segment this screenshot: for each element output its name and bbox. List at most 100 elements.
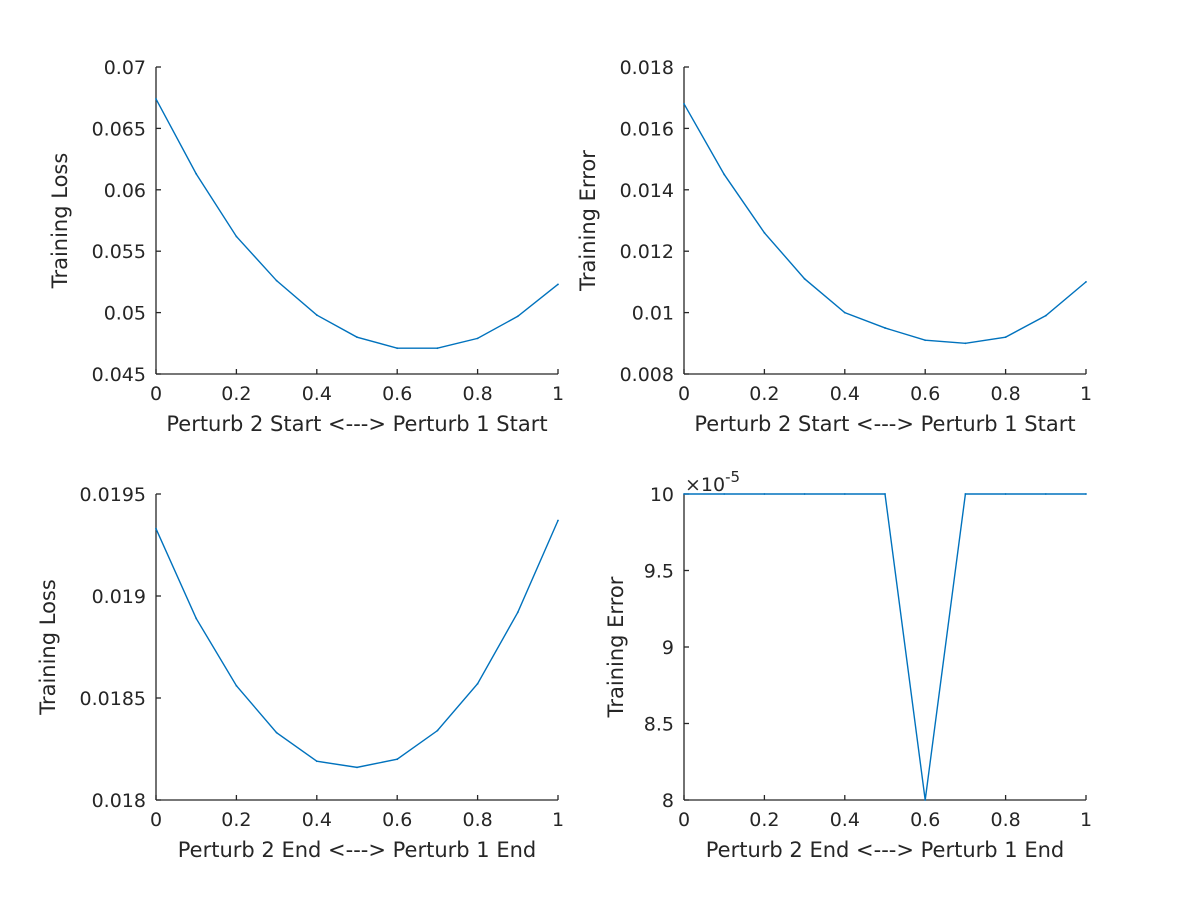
data-point <box>436 347 439 350</box>
data-point <box>396 347 399 350</box>
data-point <box>924 339 927 342</box>
x-axis-label: Perturb 2 End <---> Perturb 1 End <box>706 838 1064 862</box>
y-axis-label: Training Error <box>576 150 600 292</box>
x-tick-label: 0.2 <box>221 809 251 831</box>
y-tick-label: 0.016 <box>620 118 674 140</box>
x-tick-label: 0.4 <box>830 383 860 405</box>
x-tick-label: 0.6 <box>910 809 940 831</box>
data-point <box>763 493 766 495</box>
y-tick-label: 10 <box>650 484 674 506</box>
data-point <box>1085 493 1087 495</box>
data-point <box>476 337 479 340</box>
subplot-1: 0 0.2 0.4 0.6 0.8 1 0.045 0.05 0.055 0.06 0.065 0.0… <box>48 57 564 436</box>
data-point <box>1044 493 1047 495</box>
y-exponent-label: ×10-5 <box>685 468 740 496</box>
x-tick-label: 0.8 <box>990 809 1020 831</box>
data-point <box>396 758 399 761</box>
x-axis-label: Perturb 2 End <---> Perturb 1 End <box>178 838 536 862</box>
x-tick-label: 0.6 <box>382 383 412 405</box>
y-tick-label: 0.065 <box>92 118 146 140</box>
data-point <box>843 311 846 314</box>
data-point <box>803 493 806 495</box>
data-point <box>924 799 927 801</box>
x-tick-label: 0.8 <box>462 383 492 405</box>
x-tick-label: 0.8 <box>990 383 1020 405</box>
data-point <box>195 617 198 620</box>
x-tick-label: 0.2 <box>749 383 779 405</box>
data-point <box>964 342 967 345</box>
y-tick-label: 8.5 <box>644 714 674 736</box>
data-point <box>884 493 886 495</box>
x-tick-label: 0.6 <box>382 809 412 831</box>
x-tick-label: 1 <box>1080 383 1092 405</box>
x-tick-label: 0 <box>678 809 690 831</box>
data-point <box>884 327 886 329</box>
data-point <box>723 493 726 495</box>
y-tick-label: 0.0195 <box>80 484 146 506</box>
data-point <box>195 172 198 175</box>
y-tick-label: 0.018 <box>92 790 146 812</box>
data-point <box>557 519 559 522</box>
x-tick-label: 0.4 <box>302 383 332 405</box>
x-axis-label: Perturb 2 Start <---> Perturb 1 Start <box>694 412 1075 436</box>
x-tick-label: 0.2 <box>221 383 251 405</box>
x-tick-label: 1 <box>552 383 564 405</box>
x-tick-label: 0.4 <box>302 809 332 831</box>
y-tick-label: 0.045 <box>92 364 146 386</box>
data-point <box>723 173 726 176</box>
y-tick-label: 0.014 <box>620 180 674 202</box>
x-tick-label: 0 <box>678 383 690 405</box>
data-point <box>155 527 157 530</box>
data-point <box>275 279 278 282</box>
data-point <box>1004 336 1007 339</box>
x-tick-label: 1 <box>1080 809 1092 831</box>
y-axis-label: Training Loss <box>36 579 60 716</box>
data-point <box>557 283 559 286</box>
data-point <box>436 729 439 732</box>
y-tick-label: 0.018 <box>620 57 674 79</box>
data-point <box>356 766 358 769</box>
y-axis-label: Training Error <box>604 576 628 718</box>
data-point <box>235 235 238 238</box>
subplot-3: 0 0.2 0.4 0.6 0.8 1 0.018 0.0185 0.019 0.0195 Pert… <box>36 484 564 862</box>
subplot-4: 0 0.2 0.4 0.6 0.8 1 8 8.5 9 9.5 10 Perturb 2 End <-… <box>604 468 1092 862</box>
data-point <box>315 760 318 763</box>
x-tick-label: 0 <box>150 383 162 405</box>
y-tick-label: 0.07 <box>104 57 146 79</box>
y-tick-label: 0.012 <box>620 241 674 263</box>
data-point <box>275 731 278 734</box>
y-tick-label: 0.008 <box>620 364 674 386</box>
data-point <box>763 231 766 234</box>
y-tick-label: 0.05 <box>104 303 146 325</box>
data-point <box>315 314 318 316</box>
data-point <box>1044 314 1047 317</box>
y-axis-label: Training Loss <box>48 153 72 290</box>
y-tick-label: 9.5 <box>644 561 674 583</box>
data-point <box>235 684 238 687</box>
y-tick-label: 0.019 <box>92 586 146 608</box>
data-point <box>476 682 479 685</box>
y-tick-label: 0.0185 <box>80 688 146 710</box>
data-point <box>356 336 358 339</box>
x-tick-label: 0.8 <box>462 809 492 831</box>
y-tick-label: 0.055 <box>92 241 146 263</box>
y-tick-label: 8 <box>662 790 674 812</box>
subplot-2: 0 0.2 0.4 0.6 0.8 1 0.008 0.01 0.012 0.014 0.016 0.… <box>576 57 1092 436</box>
data-point <box>683 493 685 495</box>
y-tick-label: 0.06 <box>104 180 146 202</box>
data-point <box>843 493 846 495</box>
data-point <box>1004 493 1007 495</box>
x-tick-label: 1 <box>552 809 564 831</box>
data-point <box>803 277 806 280</box>
data-point <box>964 493 967 495</box>
x-tick-label: 0.2 <box>749 809 779 831</box>
x-axis-label: Perturb 2 Start <---> Perturb 1 Start <box>166 412 547 436</box>
y-tick-label: 0.01 <box>632 303 674 325</box>
data-point <box>1085 281 1087 283</box>
x-tick-label: 0.6 <box>910 383 940 405</box>
data-point <box>683 102 685 105</box>
data-point <box>155 98 157 100</box>
data-point <box>516 611 519 614</box>
x-tick-label: 0.4 <box>830 809 860 831</box>
